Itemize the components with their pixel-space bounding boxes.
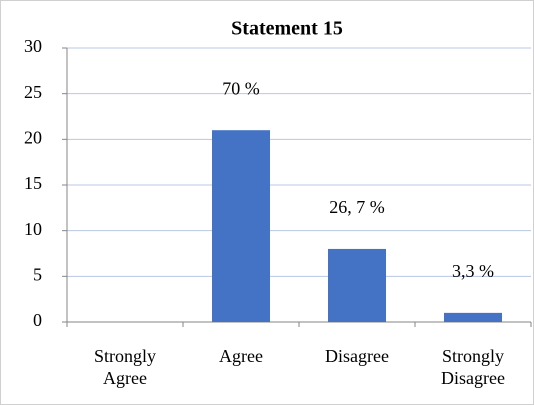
y-tick-label: 20 (24, 127, 42, 147)
bar (328, 248, 386, 322)
bar (212, 130, 270, 322)
x-tick-label: Strongly Disagree (441, 346, 505, 388)
bar (444, 312, 502, 322)
annotation: 70 % (222, 78, 260, 98)
annotation: 3,3 % (452, 261, 494, 281)
x-tick-label: Disagree (325, 346, 389, 366)
y-tick-label: 25 (24, 82, 42, 102)
x-tick-label: Agree (219, 346, 263, 366)
x-tick-label: Strongly Agree (94, 346, 156, 388)
chart-title: Statement 15 (231, 18, 343, 40)
y-tick-label: 5 (33, 264, 42, 284)
y-tick-label: 15 (24, 173, 42, 193)
y-tick-label: 30 (24, 36, 42, 56)
annotation: 26, 7 % (329, 197, 385, 217)
y-tick-label: 10 (24, 219, 42, 239)
y-tick-label: 0 (33, 310, 42, 330)
